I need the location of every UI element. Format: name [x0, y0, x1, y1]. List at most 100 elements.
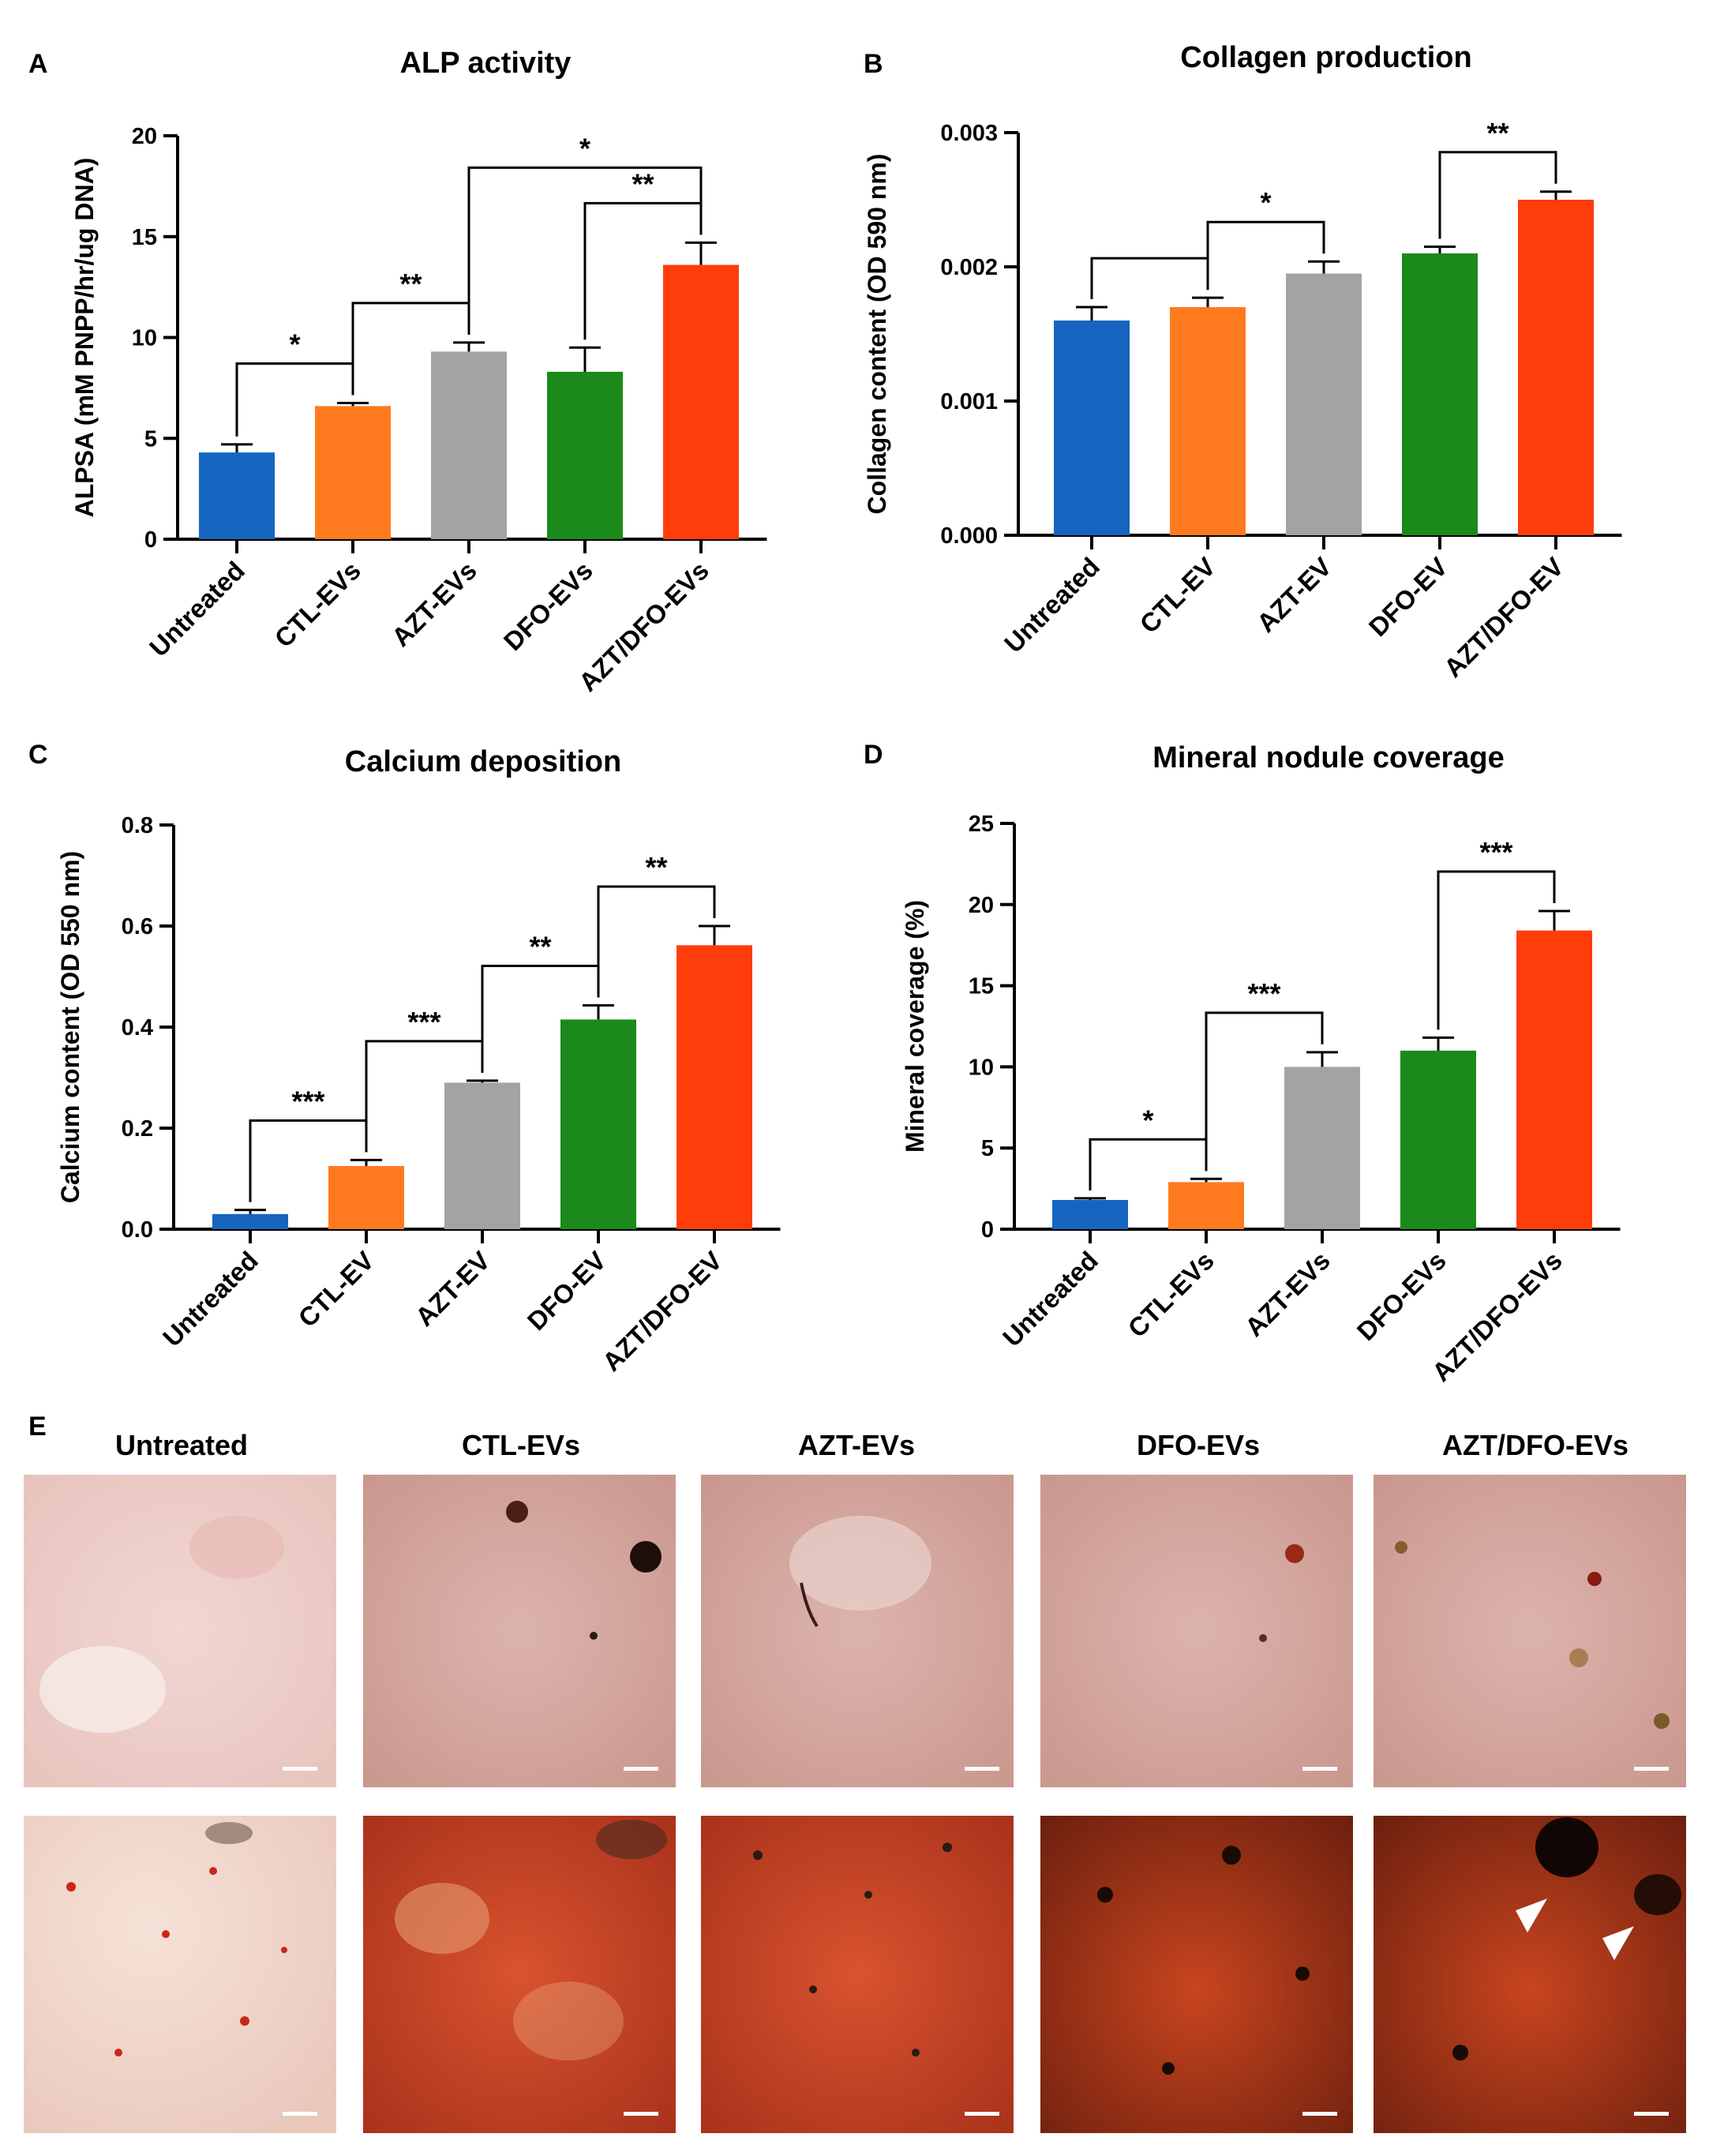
significance-label: *	[1260, 186, 1271, 219]
panel-letter-b: B	[864, 49, 883, 79]
y-tick-label: 0	[144, 527, 157, 553]
chart-title: Mineral nodule coverage	[1152, 741, 1505, 774]
y-tick-label: 0.8	[122, 813, 153, 838]
significance-label: **	[399, 268, 422, 300]
chart-calcium-deposition: Calcium deposition Calcium content (OD 55…	[56, 745, 781, 1377]
x-tick-label: DFO-EVs	[498, 556, 598, 656]
y-axis-label: Mineral coverage (%)	[901, 900, 929, 1153]
scale-bar	[1634, 1767, 1669, 1771]
y-tick-label: 0.2	[122, 1116, 153, 1142]
x-tick-label: AZT/DFO-EV	[1438, 552, 1569, 683]
y-axis-label: ALPSA (mM PNPP/hr/ug DNA)	[70, 158, 99, 518]
micrograph-ctl-evs-row2	[363, 1816, 676, 2133]
image-column-label-ctl-evs: CTL-EVs	[462, 1429, 580, 1461]
bar-ctl-evs	[315, 406, 391, 539]
significance-label: *	[289, 328, 300, 361]
x-tick-label: CTL-EVs	[1122, 1246, 1220, 1343]
panel-letter-e: E	[28, 1412, 47, 1442]
micrograph-untreated-row1	[24, 1475, 336, 1787]
significance-bracket	[1437, 870, 1556, 1030]
scale-bar	[283, 1767, 317, 1771]
chart-title: Calcium deposition	[345, 745, 621, 778]
arrowhead-marker	[1602, 1926, 1634, 1960]
chart-title: Collagen production	[1180, 41, 1471, 74]
image-column-label-untreated: Untreated	[115, 1429, 248, 1461]
scale-bar	[624, 2112, 658, 2116]
bar-untreated	[212, 1213, 288, 1229]
image-column-label-dfo-evs: DFO-EVs	[1137, 1429, 1260, 1461]
chart-collagen-production: Collagen production Collagen content (OD …	[863, 41, 1622, 683]
y-axis-label: Calcium content (OD 550 nm)	[56, 851, 84, 1203]
bar-untreated	[1052, 1199, 1128, 1229]
image-column-label-azt-dfo-evs: AZT/DFO-EVs	[1442, 1429, 1628, 1461]
y-tick-label: 20	[969, 893, 994, 918]
chart-alp-activity: ALP activity ALPSA (mM PNPP/hr/ug DNA) 0 5 1…	[70, 47, 767, 697]
significance-label: **	[645, 851, 667, 883]
y-tick-label: 5	[144, 426, 157, 452]
y-axis-label: Collagen content (OD 590 nm)	[863, 154, 891, 515]
x-tick-label: DFO-EV	[522, 1246, 612, 1336]
micrograph-azt-evs-row2	[701, 1816, 1014, 2133]
x-tick-label: CTL-EVs	[269, 556, 366, 653]
y-tick-label: 0.002	[940, 255, 998, 280]
significance-bracket	[1206, 220, 1325, 291]
y-tick-label: 15	[132, 225, 157, 250]
y-tick-label: 25	[969, 812, 994, 837]
x-tick-label: DFO-EV	[1363, 552, 1453, 642]
significance-label: *	[579, 132, 590, 164]
bar-dfo-evs	[1400, 1050, 1476, 1229]
significance-label: *	[1142, 1104, 1153, 1136]
y-tick-label: 15	[969, 974, 994, 999]
panel-letter-d: D	[864, 740, 883, 770]
x-tick-label: AZT-EV	[410, 1246, 496, 1332]
y-tick-label: 0.0	[122, 1217, 153, 1243]
significance-label: ***	[1479, 836, 1512, 868]
panel-letter-a: A	[28, 49, 48, 79]
bar-ctl-ev	[1170, 307, 1246, 535]
significance-bracket	[1438, 151, 1557, 239]
bar-dfo-evs	[547, 371, 623, 539]
bar-azt-evs	[431, 351, 507, 539]
arrowhead-marker	[1516, 1899, 1547, 1933]
scale-bar	[1302, 2112, 1337, 2116]
significance-label: **	[1486, 117, 1508, 149]
x-tick-label: AZT-EVs	[386, 556, 482, 652]
y-tick-label: 0.003	[940, 121, 998, 146]
bar-ctl-evs	[1168, 1182, 1244, 1229]
significance-bracket	[1205, 1011, 1324, 1172]
y-tick-label: 0.001	[940, 389, 998, 414]
x-tick-label: Untreated	[157, 1246, 264, 1352]
scale-bar	[624, 1767, 658, 1771]
bar-azt-dfo-ev	[676, 945, 752, 1229]
y-tick-label: 0.6	[122, 914, 153, 939]
y-tick-label: 10	[132, 326, 157, 351]
panel-letter-c: C	[28, 740, 48, 770]
bar-azt-ev	[444, 1082, 520, 1229]
bar-azt-dfo-evs	[663, 264, 739, 539]
bar-azt-evs	[1284, 1067, 1360, 1229]
x-tick-label: CTL-EV	[1134, 552, 1221, 639]
y-tick-label: 10	[969, 1055, 994, 1080]
bar-azt-dfo-ev	[1518, 200, 1594, 535]
y-tick-label: 0	[981, 1217, 994, 1243]
bar-untreated	[1054, 321, 1130, 535]
scale-bar	[965, 2112, 999, 2116]
scale-bar	[1634, 2112, 1669, 2116]
significance-label: **	[632, 167, 654, 200]
micrograph-azt-dfo-evs-row1	[1374, 1475, 1686, 1787]
y-tick-label: 0.000	[940, 523, 998, 549]
micrograph-dfo-evs-row2	[1040, 1816, 1353, 2133]
scale-bar	[1302, 1767, 1337, 1771]
bar-ctl-ev	[328, 1166, 404, 1229]
scale-bar	[965, 1767, 999, 1771]
x-tick-label: DFO-EVs	[1351, 1246, 1452, 1346]
x-tick-label: CTL-EV	[293, 1246, 380, 1333]
micrograph-dfo-evs-row1	[1040, 1475, 1353, 1787]
x-tick-label: Untreated	[999, 552, 1105, 658]
chart-title: ALP activity	[400, 47, 572, 80]
y-tick-label: 0.4	[122, 1015, 153, 1041]
significance-label: ***	[407, 1006, 440, 1038]
significance-bracket	[597, 885, 716, 998]
y-tick-label: 5	[981, 1136, 994, 1161]
